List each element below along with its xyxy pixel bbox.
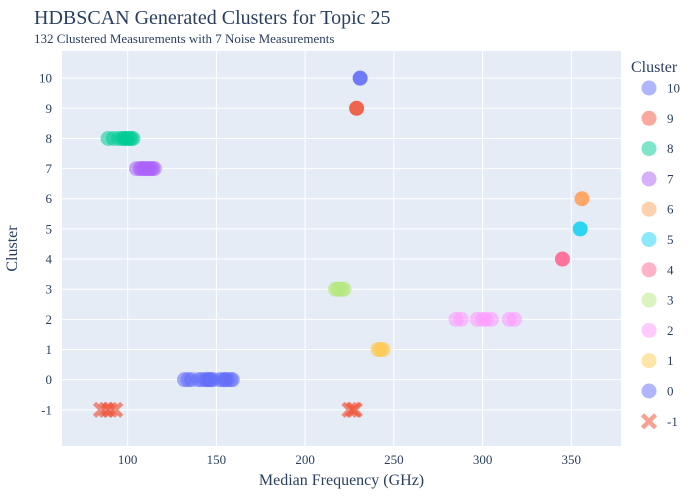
data-points [92,70,590,418]
series-0 [176,372,240,388]
legend-item[interactable]: 0 [641,383,674,399]
y-tick-label: 8 [46,131,53,146]
legend-item[interactable]: 9 [641,110,674,126]
y-tick-label: 3 [46,282,53,297]
legend-label: 1 [667,353,674,368]
data-point [554,251,570,267]
data-point [453,311,469,327]
legend-marker [641,262,657,278]
series-8 [100,130,141,146]
legend-marker [641,322,657,338]
data-point [125,130,141,146]
legend-marker [641,141,657,157]
legend-label: 7 [667,171,674,186]
legend-marker [641,232,657,247]
x-tick-label: 250 [384,452,404,467]
legend-label: 2 [667,323,674,338]
series-10 [352,70,368,86]
data-point [346,401,363,418]
chart-subtitle: 132 Clustered Measurements with 7 Noise … [34,31,335,46]
y-tick-label: 7 [46,161,53,176]
y-tick-label: 2 [46,312,53,327]
series-2 [448,311,523,327]
legend-item[interactable]: -1 [640,413,678,430]
y-tick-label: 6 [46,191,53,206]
legend-label: 0 [667,384,674,399]
legend-label: 6 [667,202,674,217]
legend-label: 4 [667,262,674,277]
y-axis-title: Cluster [4,225,21,272]
data-point [572,221,588,237]
series-9 [349,100,365,116]
series-6 [574,191,590,207]
data-point [146,161,162,177]
y-tick-label: 9 [46,101,53,116]
legend-marker [641,383,657,399]
data-point [349,100,365,116]
series-3 [327,281,352,297]
y-tick-label: 0 [46,372,53,387]
x-tick-label: 200 [295,452,315,467]
legend-title: Cluster [631,59,678,76]
legend-marker [640,413,658,430]
data-point [224,372,240,388]
data-point [574,191,590,207]
legend-label: 9 [667,111,674,126]
series-7 [129,161,162,177]
legend-item[interactable]: 4 [641,262,675,278]
y-tick-label: 10 [39,71,52,86]
legend-item[interactable]: 8 [641,141,674,157]
legend-item[interactable]: 1 [641,353,674,369]
legend-label: 8 [667,141,674,156]
legend-item[interactable]: 3 [641,292,674,308]
data-point [107,401,124,418]
data-point [341,401,358,418]
x-axis-title: Median Frequency (GHz) [259,472,424,489]
legend-item[interactable]: 10 [641,80,681,96]
legend-marker [641,171,657,187]
legend-label: 3 [667,293,674,308]
y-tick-label: 4 [46,252,53,267]
data-point [101,401,119,418]
plot-background [62,51,621,446]
series--1 [92,401,363,418]
legend-marker [641,110,657,126]
legend-label: -1 [667,414,678,429]
tick-labels: 100 150 200 250 300 350 -1 0 1 2 3 4 5 6 7 8 9 10 [39,71,581,467]
x-tick-label: 300 [473,452,493,467]
data-point [375,342,391,358]
legend-marker [641,353,657,369]
data-point [352,70,368,86]
series-4 [554,251,570,267]
legend-marker [641,201,657,217]
legend-item[interactable]: 5 [641,232,674,247]
legend-item[interactable]: 2 [641,322,674,338]
series-1 [370,342,391,358]
y-tick-label: 5 [46,221,53,236]
x-tick-label: 100 [118,452,138,467]
x-tick-label: 350 [562,452,582,467]
legend-item[interactable]: 7 [641,171,675,187]
chart-title: HDBSCAN Generated Clusters for Topic 25 [34,7,391,29]
legend-label: 5 [667,232,674,247]
x-tick-label: 150 [207,452,227,467]
y-tick-label: 1 [46,342,53,357]
y-tick-label: -1 [41,402,52,417]
legend-marker [641,80,657,96]
legend-marker [641,292,657,308]
data-point [507,311,523,327]
legend-item[interactable]: 6 [641,201,675,217]
series-5 [572,221,588,237]
data-point [483,311,499,327]
legend-label: 10 [667,81,680,96]
data-point [336,281,352,297]
